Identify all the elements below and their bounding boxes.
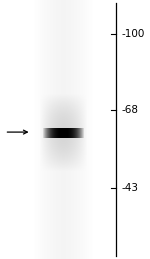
Text: -100: -100 xyxy=(122,29,145,39)
Text: -43: -43 xyxy=(122,183,138,193)
Text: -68: -68 xyxy=(122,105,138,115)
